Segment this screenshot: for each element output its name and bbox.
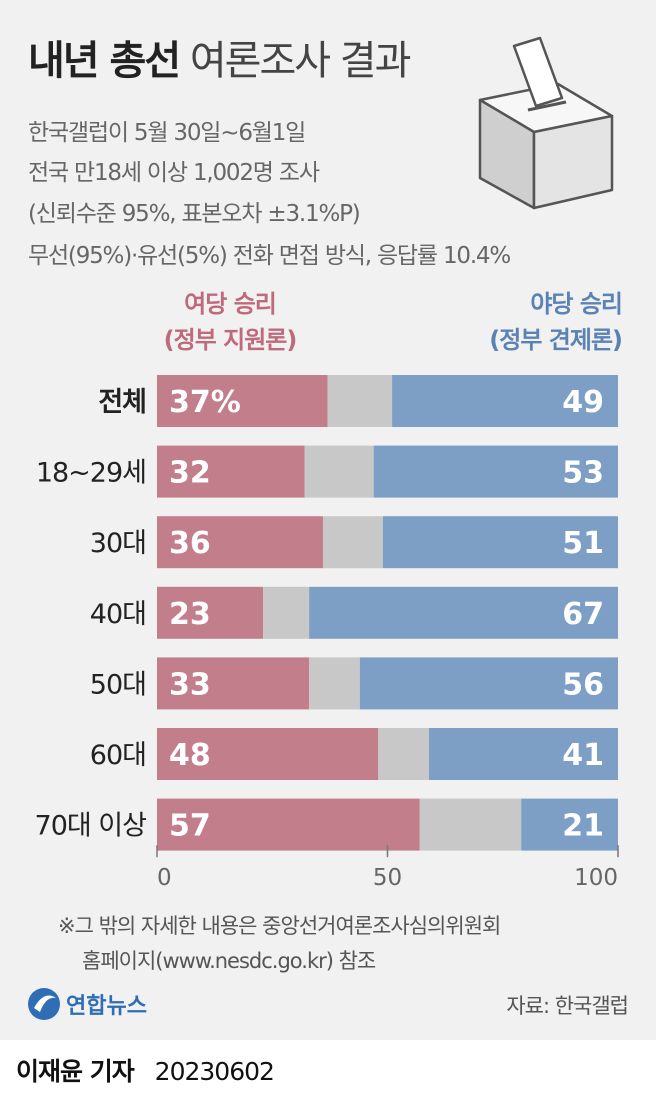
ballot-box-icon <box>478 36 614 210</box>
value-label-opposition: 51 <box>562 526 604 561</box>
category-label: 30대 <box>90 528 146 559</box>
bar-opposition <box>382 516 618 569</box>
value-label-ruling: 37% <box>169 385 241 420</box>
category-label: 60대 <box>90 740 146 771</box>
bar-other <box>322 516 383 569</box>
byline: 이재윤 기자 20230602 <box>16 1052 275 1088</box>
value-label-ruling: 23 <box>169 597 211 632</box>
value-label-opposition: 56 <box>562 667 604 702</box>
axis-tick-label: 50 <box>373 865 402 891</box>
bar-opposition <box>373 445 618 498</box>
bar-ruling <box>157 657 310 710</box>
survey-meta-line-2: 전국 만18세 이상 1,002명 조사 <box>28 160 320 186</box>
bar-ruling <box>157 586 264 639</box>
bar-opposition <box>359 657 618 710</box>
value-label-opposition: 53 <box>562 456 604 491</box>
value-label-opposition: 67 <box>562 597 604 632</box>
legend-opposition-line2: (정부 견제론) <box>489 326 623 354</box>
category-label: 전체 <box>98 387 146 418</box>
bar-other <box>304 445 374 498</box>
bar-other <box>263 586 310 639</box>
title-light: 여론조사 결과 <box>189 38 412 84</box>
page-title: 내년 총선 여론조사 결과 <box>28 28 412 86</box>
value-label-ruling: 48 <box>169 738 211 773</box>
bar-other <box>327 375 393 427</box>
value-label-ruling: 36 <box>169 526 211 561</box>
bar-opposition <box>309 586 618 639</box>
bar-ruling <box>157 445 305 498</box>
legend-ruling-line1: 여당 승리 <box>184 290 277 318</box>
value-label-ruling: 32 <box>169 456 211 491</box>
publish-date: 20230602 <box>154 1057 275 1086</box>
bar-opposition <box>521 798 618 851</box>
reporter-name: 이재윤 기자 <box>16 1057 135 1086</box>
footnote-line-2: 홈페이지(www.nesdc.go.kr) 참조 <box>82 949 376 973</box>
category-label: 50대 <box>90 669 146 700</box>
title-bold: 내년 총선 <box>28 38 181 84</box>
bar-ruling <box>157 516 323 569</box>
source-label: 자료: 한국갤럽 <box>506 994 629 1018</box>
bar-other <box>309 657 360 710</box>
survey-meta-line-1: 한국갤럽이 5월 30일~6월1일 <box>28 120 306 146</box>
survey-meta-line-4: 무선(95%)·유선(5%) 전화 면접 방식, 응답률 10.4% <box>28 243 511 269</box>
logo-wordmark: 연합뉴스 <box>66 993 147 1019</box>
value-label-ruling: 33 <box>169 667 211 702</box>
bar-ruling <box>157 798 420 851</box>
bar-other <box>378 728 429 780</box>
yonhap-logo: 연합뉴스 <box>26 984 176 1028</box>
value-label-ruling: 57 <box>169 809 211 844</box>
axis-tick-label: 100 <box>574 865 618 891</box>
category-label: 70대 이상 <box>35 811 147 842</box>
stacked-bar-chart: 전체 37% 49 18~29세 32 53 30대 36 51 40대 23 67 50대 33 56 60… <box>35 375 619 891</box>
bar-other <box>419 798 522 851</box>
value-label-opposition: 21 <box>562 809 604 844</box>
category-label: 18~29세 <box>36 458 146 489</box>
legend-ruling-line2: (정부 지원론) <box>163 326 298 354</box>
yonhap-logo-icon: 연합뉴스 <box>28 988 147 1020</box>
axis-tick-label: 0 <box>157 865 172 891</box>
bar-ruling <box>157 375 328 427</box>
footnote-line-1: ※그 밖의 자세한 내용은 중앙선거여론조사심의위원회 <box>58 914 501 938</box>
survey-meta-line-3: (신뢰수준 95%, 표본오차 ±3.1%P) <box>28 201 361 227</box>
legend-opposition: 야당 승리 (정부 견제론) <box>462 286 623 358</box>
value-label-opposition: 49 <box>562 385 604 420</box>
bar-ruling <box>157 728 379 780</box>
bar-opposition <box>428 728 618 780</box>
value-label-opposition: 41 <box>562 738 604 773</box>
category-label: 40대 <box>90 599 146 630</box>
bar-opposition <box>392 375 618 427</box>
legend-ruling: 여당 승리 (정부 지원론) <box>150 286 310 358</box>
legend-opposition-line1: 야당 승리 <box>530 290 623 318</box>
